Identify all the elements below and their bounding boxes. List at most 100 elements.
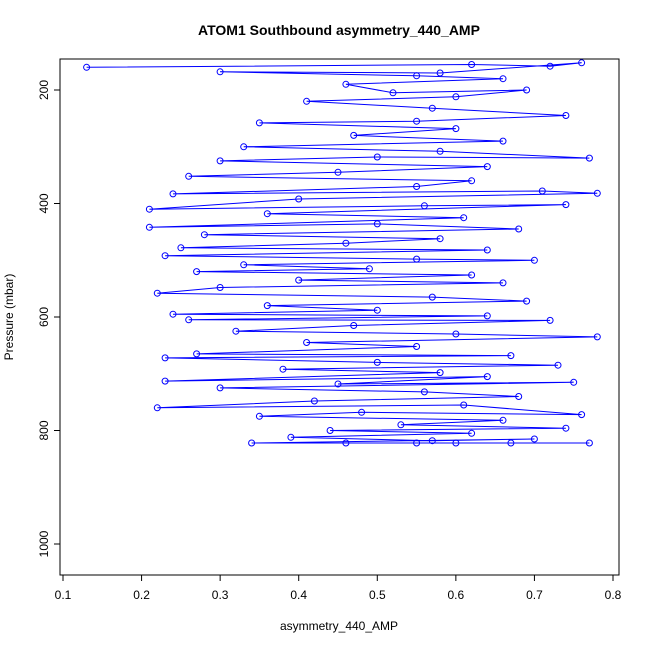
data-point bbox=[240, 261, 248, 269]
data-point bbox=[452, 439, 460, 447]
data-point bbox=[232, 327, 240, 335]
data-point bbox=[436, 369, 444, 377]
data-point bbox=[413, 183, 421, 190]
chart-title: ATOM1 Southbound asymmetry_440_AMP bbox=[198, 22, 480, 38]
data-point bbox=[216, 384, 224, 392]
data-point bbox=[358, 408, 366, 416]
y-tick-label: 600 bbox=[37, 307, 51, 327]
data-point bbox=[373, 358, 381, 366]
data-point bbox=[483, 163, 491, 171]
data-point bbox=[303, 97, 311, 105]
data-point bbox=[554, 361, 562, 369]
data-point bbox=[248, 439, 256, 447]
data-point bbox=[193, 268, 201, 276]
data-point bbox=[460, 401, 468, 409]
data-point bbox=[515, 393, 523, 400]
y-axis-label: Pressure (mbar) bbox=[2, 274, 16, 361]
data-point bbox=[373, 153, 381, 161]
data-point bbox=[530, 435, 538, 443]
data-point bbox=[436, 69, 444, 77]
data-point bbox=[468, 271, 476, 279]
data-point bbox=[593, 333, 601, 341]
data-point bbox=[499, 416, 507, 424]
data-point bbox=[413, 117, 421, 125]
data-point bbox=[295, 276, 303, 284]
data-point bbox=[507, 352, 515, 360]
data-point bbox=[428, 293, 436, 301]
data-point bbox=[562, 201, 570, 209]
data-point bbox=[515, 225, 523, 233]
data-point bbox=[562, 424, 570, 432]
data-point bbox=[483, 373, 491, 381]
x-tick-label: 0.8 bbox=[605, 588, 622, 602]
data-point bbox=[334, 168, 342, 176]
data-point bbox=[499, 279, 507, 287]
data-point bbox=[413, 439, 421, 447]
data-point bbox=[326, 427, 334, 434]
data-point bbox=[295, 195, 303, 203]
data-point bbox=[530, 256, 538, 264]
y-tick-label: 200 bbox=[37, 80, 51, 100]
data-point bbox=[585, 154, 593, 162]
data-point bbox=[216, 284, 224, 291]
x-axis: 0.1 0.2 0.3 0.4 0.5 0.6 0.7 0.8 bbox=[55, 574, 622, 602]
data-point bbox=[350, 131, 358, 139]
data-point bbox=[413, 343, 421, 350]
data-point bbox=[263, 302, 271, 310]
data-point bbox=[413, 72, 421, 80]
data-point bbox=[436, 147, 444, 155]
data-point bbox=[279, 365, 287, 373]
y-tick-label: 800 bbox=[37, 420, 51, 440]
data-point bbox=[507, 439, 515, 447]
data-point bbox=[578, 411, 586, 419]
data-point bbox=[342, 80, 350, 88]
data-point bbox=[428, 104, 436, 112]
data-point bbox=[413, 255, 421, 263]
data-point bbox=[153, 289, 161, 297]
data-point bbox=[177, 244, 185, 252]
y-axis: 200 400 600 800 1000 bbox=[37, 80, 61, 557]
data-point bbox=[389, 89, 397, 97]
data-point bbox=[287, 433, 295, 441]
data-point bbox=[161, 252, 169, 260]
data-point bbox=[216, 157, 224, 165]
data-point bbox=[546, 62, 554, 70]
x-tick-label: 0.3 bbox=[212, 588, 229, 602]
plot-frame bbox=[59, 58, 620, 576]
data-point bbox=[593, 189, 601, 197]
data-point bbox=[185, 316, 193, 324]
data-point bbox=[169, 190, 177, 198]
data-point bbox=[216, 68, 224, 76]
data-point bbox=[499, 75, 507, 83]
data-point bbox=[523, 297, 531, 305]
x-tick-label: 0.4 bbox=[290, 588, 307, 602]
data-point bbox=[523, 86, 531, 94]
series-line bbox=[86, 62, 598, 444]
data-point bbox=[373, 306, 381, 314]
data-point bbox=[562, 112, 570, 119]
data-point bbox=[334, 380, 342, 388]
data-point bbox=[499, 137, 507, 145]
data-point bbox=[310, 397, 318, 405]
data-point bbox=[570, 378, 578, 386]
data-point bbox=[420, 202, 428, 210]
data-point bbox=[83, 63, 91, 71]
data-point bbox=[420, 388, 428, 396]
data-point bbox=[185, 172, 193, 180]
data-point bbox=[546, 316, 554, 324]
y-tick-label: 400 bbox=[37, 193, 51, 213]
data-point bbox=[169, 310, 177, 318]
data-point bbox=[483, 312, 491, 320]
data-point bbox=[436, 235, 444, 243]
x-tick-label: 0.7 bbox=[526, 588, 543, 602]
x-tick-label: 0.2 bbox=[133, 588, 150, 602]
x-tick-label: 0.6 bbox=[448, 588, 465, 602]
data-point bbox=[240, 143, 248, 151]
data-point bbox=[460, 214, 468, 222]
data-point bbox=[200, 231, 208, 239]
data-point bbox=[585, 439, 593, 447]
data-point bbox=[452, 93, 460, 101]
data-point bbox=[161, 377, 169, 385]
data-point bbox=[350, 322, 358, 329]
